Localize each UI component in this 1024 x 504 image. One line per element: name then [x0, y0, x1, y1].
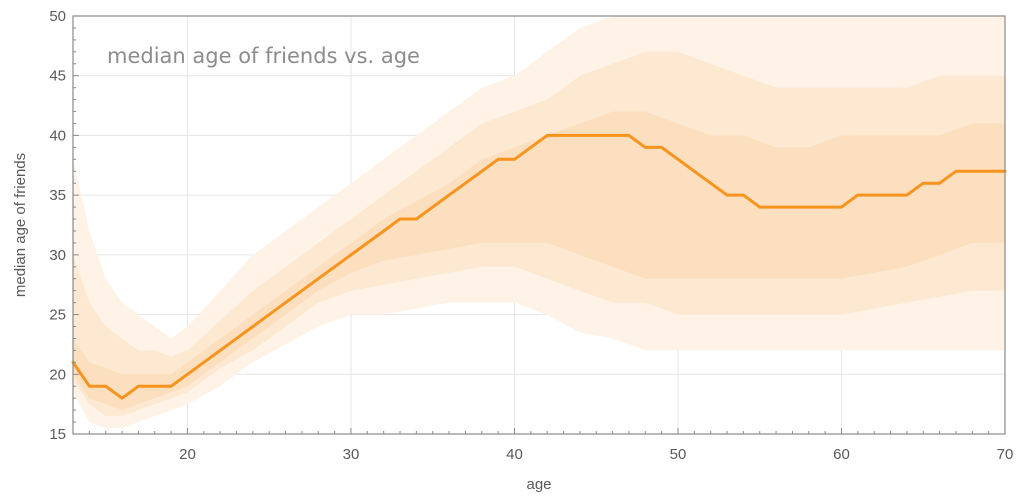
x-tick-label: 40 [506, 446, 523, 463]
y-tick-label: 45 [49, 68, 66, 85]
x-tick-label: 50 [670, 446, 687, 463]
y-tick-label: 25 [49, 307, 66, 324]
y-tick-label: 30 [49, 247, 66, 264]
x-tick-label: 20 [179, 446, 196, 463]
bands [73, 16, 1005, 428]
y-tick-label: 20 [49, 366, 66, 383]
x-tick-label: 30 [343, 446, 360, 463]
y-axis-label: median age of friends [12, 153, 29, 297]
x-axis-label: age [526, 476, 551, 493]
y-tick-label: 15 [49, 426, 66, 443]
tick-labels: 20 30 40 50 60 70 15 20 25 30 35 40 45 50 [49, 8, 1013, 463]
plot-frame [72, 15, 1006, 435]
x-tick-label: 70 [997, 446, 1014, 463]
chart-title: median age of friends vs. age [107, 44, 420, 68]
ticks [72, 15, 1006, 435]
y-tick-label: 40 [49, 127, 66, 144]
band-inner [73, 111, 1005, 411]
y-tick-label: 35 [49, 187, 66, 204]
y-tick-label: 50 [49, 8, 66, 25]
x-tick-label: 60 [833, 446, 850, 463]
series [71, 133, 1007, 400]
median-line [71, 133, 1007, 400]
